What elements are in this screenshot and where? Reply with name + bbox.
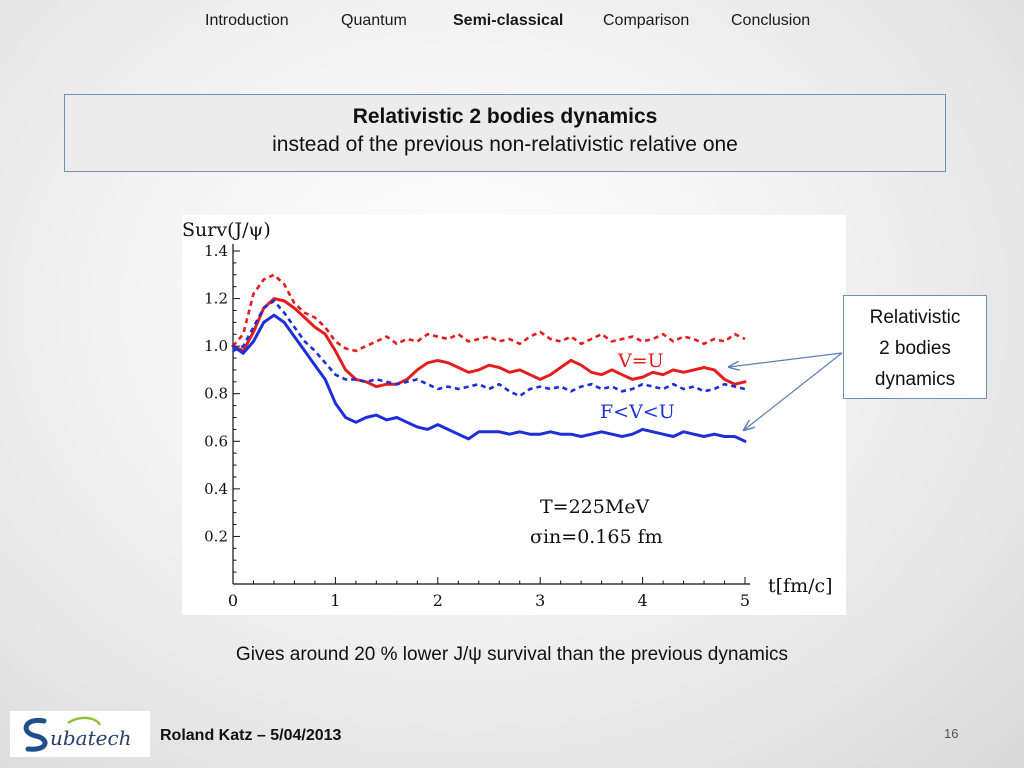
x-tick-label: 5 [740, 591, 750, 610]
annotation-f-less-v-less-u: F<V<U [600, 401, 675, 423]
x-tick-label: 2 [433, 591, 443, 610]
chart-xlabel: t[fm/c] [768, 575, 833, 597]
author-date: Roland Katz – 5/04/2013 [160, 727, 342, 744]
slide-subtitle: instead of the previous non-relativistic… [272, 133, 738, 156]
series-line-red-solid [231, 297, 747, 389]
slide-title-box: Relativistic 2 bodies dynamics instead o… [64, 94, 946, 172]
annotation-temperature: T=225MeV [540, 496, 650, 518]
callout-line-3: dynamics [874, 369, 956, 390]
y-tick-label: 0.8 [204, 385, 228, 403]
x-tick-label: 4 [638, 591, 648, 610]
y-tick-label: 0.6 [204, 432, 228, 450]
x-tick-label: 0 [228, 591, 238, 610]
callout-box: Relativistic 2 bodies dynamics [843, 295, 987, 399]
nav-item-comparison[interactable]: Comparison [603, 12, 690, 29]
svg-text:ubatech: ubatech [50, 726, 132, 750]
annotation-v-equals-u: V=U [617, 350, 664, 372]
series-line-blue-dashed [232, 299, 746, 398]
nav-item-introduction[interactable]: Introduction [205, 12, 289, 29]
y-tick-label: 0.4 [204, 480, 228, 498]
series-line-red-dashed [232, 273, 746, 353]
chart-series [231, 273, 747, 443]
subatech-logo-graphic: ubatech [23, 716, 132, 752]
subatech-logo: ubatech [10, 711, 150, 757]
x-tick-label: 3 [535, 591, 545, 610]
y-tick-label: 1.4 [204, 242, 228, 260]
y-tick-label: 1.2 [204, 290, 228, 308]
y-tick-label: 1.0 [204, 337, 228, 355]
x-tick-label: 1 [330, 591, 340, 610]
slide-title: Relativistic 2 bodies dynamics [352, 105, 658, 128]
page-number: 16 [944, 726, 959, 741]
survival-chart: 0 1 2 3 4 5 0.2 0.4 0.6 0.8 1.0 1.2 1.4 Surv(J/ψ) t[… [182, 215, 846, 615]
callout-line-1: Relativistic [869, 307, 961, 328]
chart-canvas: 0 1 2 3 4 5 0.2 0.4 0.6 0.8 1.0 1.2 1.4 Surv(J/ψ) t[… [182, 219, 833, 610]
chart-ylabel: Surv(J/ψ) [182, 219, 271, 241]
nav-item-conclusion[interactable]: Conclusion [731, 12, 811, 29]
callout-line-2: 2 bodies [879, 338, 951, 359]
y-tick-label: 0.2 [204, 527, 228, 545]
nav-item-semi-classical[interactable]: Semi-classical [453, 12, 564, 29]
annotation-sigma: σin=0.165 fm [530, 526, 663, 548]
top-navigation: Introduction Quantum Semi-classical Comp… [0, 12, 1024, 34]
nav-item-quantum[interactable]: Quantum [341, 12, 407, 29]
chart-axes: 0 1 2 3 4 5 0.2 0.4 0.6 0.8 1.0 1.2 1.4 [204, 242, 751, 610]
slide-caption: Gives around 20 % lower J/ψ survival tha… [235, 644, 789, 665]
series-line-blue-solid [231, 313, 747, 443]
